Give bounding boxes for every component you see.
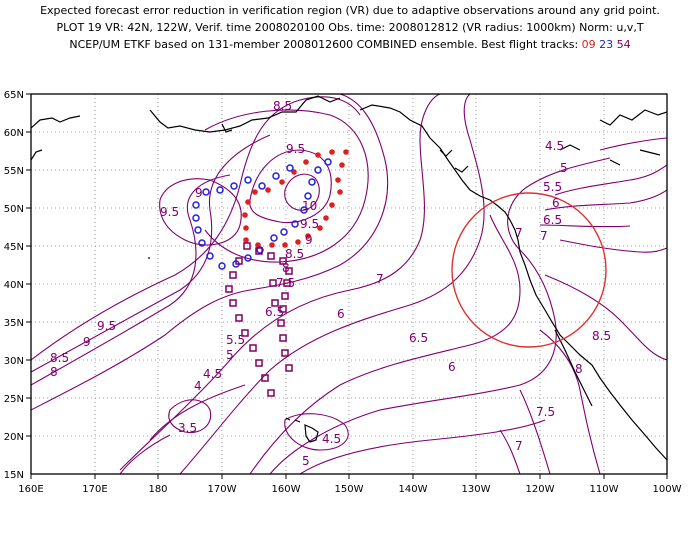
flight-track-09: [242, 149, 349, 248]
contour-label: 9: [83, 335, 91, 349]
title-line-3-text: NCEP/UM ETKF based on 131-member 2008012…: [69, 38, 579, 51]
x-tick-label: 120W: [526, 484, 555, 495]
title-line-3: NCEP/UM ETKF based on 131-member 2008012…: [0, 36, 700, 53]
contour-label: 6: [337, 307, 345, 321]
map-title: Expected forecast error reduction in ver…: [0, 2, 700, 53]
contour-label: 7: [376, 272, 384, 286]
x-tick-label: 160W: [272, 484, 301, 495]
x-tick-label: 170W: [208, 484, 237, 495]
verification-region-circle: [451, 192, 607, 348]
y-tick-label: 50N: [4, 204, 24, 215]
contour-label: 8: [50, 365, 58, 379]
flight-track-54: [225, 242, 293, 397]
contour-label: 8.5: [285, 247, 304, 261]
contour-label: 9.5: [97, 319, 116, 333]
y-tick-label: 25N: [4, 394, 24, 405]
contour-label: 8.5: [592, 329, 611, 343]
y-tick-label: 20N: [4, 432, 24, 443]
y-tick-label: 65N: [4, 90, 24, 101]
title-line-1: Expected forecast error reduction in ver…: [40, 4, 660, 17]
contour-label: 6.5: [409, 331, 428, 345]
y-axis-labels: 15N 20N 25N 30N 35N 40N 45N 50N 55N 60N …: [4, 90, 24, 481]
contour-label: 3.5: [178, 421, 197, 435]
contour-label: 6: [552, 196, 560, 210]
contour-label: 4: [194, 379, 202, 393]
x-tick-label: 170E: [82, 484, 107, 495]
contour-label: 9.5: [160, 205, 179, 219]
y-tick-label: 35N: [4, 318, 24, 329]
contour-label: 9: [305, 233, 313, 247]
contour-label: 5: [302, 454, 310, 468]
contour-label: 6.5: [543, 213, 562, 227]
contour-label: 9.5: [286, 142, 305, 156]
contour-label: 8.5: [50, 351, 69, 365]
contour-label: 7: [515, 226, 523, 240]
coastlines: [31, 95, 667, 461]
x-tick-label: 110W: [590, 484, 619, 495]
contour-label: 4.5: [545, 139, 564, 153]
contour-label: 8: [575, 362, 583, 376]
contour-label: 7.5: [536, 405, 555, 419]
flight-track-54-label: 54: [616, 38, 631, 51]
contour-label: 6.5: [265, 305, 284, 319]
contour-label: 8.5: [273, 99, 292, 113]
contour-label: 9: [195, 186, 203, 200]
x-tick-label: 130W: [462, 484, 491, 495]
axis-ticks: [26, 93, 668, 479]
flight-track-09-label: 09: [581, 38, 596, 51]
y-tick-label: 30N: [4, 356, 24, 367]
title-line-2: PLOT 19 VR: 42N, 122W, Verif. time 20080…: [56, 21, 644, 34]
contour-label: 4.5: [203, 367, 222, 381]
x-tick-label: 160E: [18, 484, 43, 495]
graticule: [31, 94, 667, 474]
contour-label: 5.5: [226, 333, 245, 347]
contour-label: 4.5: [322, 432, 341, 446]
y-tick-label: 55N: [4, 166, 24, 177]
y-tick-label: 60N: [4, 128, 24, 139]
contour-label: 7.5: [276, 276, 295, 290]
y-tick-label: 15N: [4, 470, 24, 481]
contour-label: 5: [560, 161, 568, 175]
flight-track-23-label: 23: [599, 38, 614, 51]
x-axis-labels: 160E 170E 180 170W 160W 150W 140W 130W 1…: [18, 484, 681, 495]
contour-label: 5: [226, 348, 234, 362]
contour-label: 6: [448, 360, 456, 374]
contour-label: 7: [540, 229, 548, 243]
x-tick-label: 100W: [653, 484, 682, 495]
contour-label: 5.5: [543, 180, 562, 194]
y-tick-label: 45N: [4, 242, 24, 253]
contour-labels: 8.5 9.5 9 9.5 10 9.5 9 8.5 8 7.5 7 6.5 6…: [50, 99, 611, 468]
contour-label: 9.5: [300, 217, 319, 231]
flight-track-23: [192, 158, 332, 270]
contour-label: 7: [515, 439, 523, 453]
x-tick-label: 180: [148, 484, 167, 495]
contour-label: 8: [282, 261, 290, 275]
y-tick-label: 40N: [4, 280, 24, 291]
x-tick-label: 150W: [335, 484, 364, 495]
x-tick-label: 140W: [399, 484, 428, 495]
contour-label: 10: [302, 199, 317, 213]
